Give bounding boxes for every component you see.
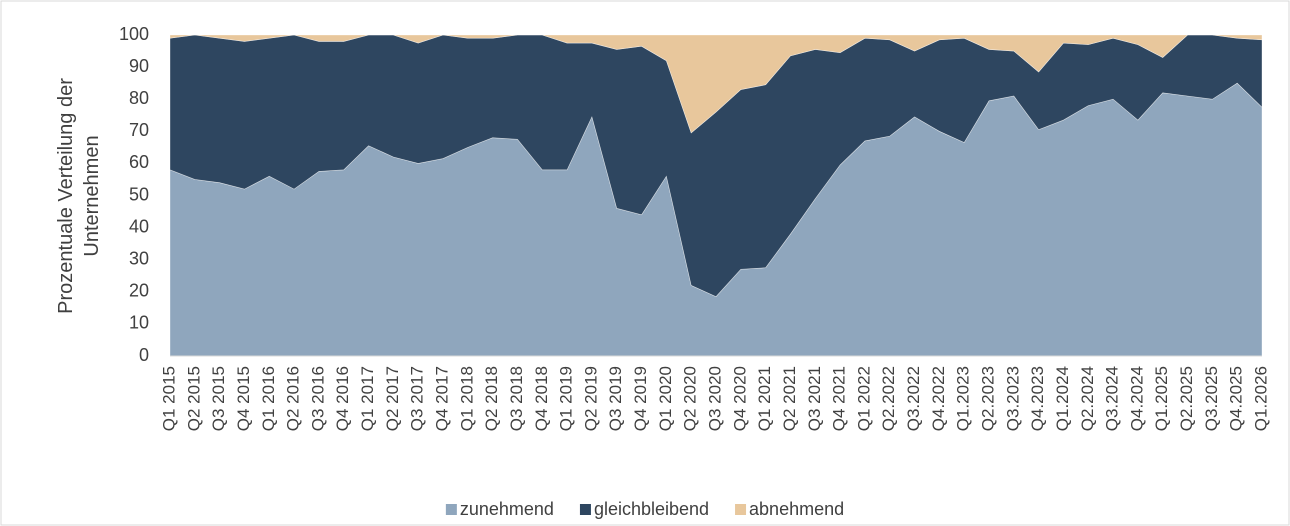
x-tick-label: Q2 2015: [184, 366, 203, 431]
x-tick-label: Q1 2022: [854, 366, 873, 431]
legend-label: gleichbleibend: [594, 499, 709, 519]
x-tick-label: Q3.2025: [1202, 366, 1221, 431]
x-tick-label: Q3.2023: [1003, 366, 1022, 431]
y-tick-label: 80: [129, 88, 149, 108]
x-tick-label: Q2 2017: [383, 366, 402, 431]
x-tick-label: Q4 2021: [830, 366, 849, 431]
x-tick-label: Q1 2021: [755, 366, 774, 431]
x-tick-label: Q3 2016: [308, 366, 327, 431]
area: [169, 34, 1263, 134]
x-tick-label: Q3.2022: [904, 366, 923, 431]
x-tick-label: Q2 2021: [780, 366, 799, 431]
x-tick-label: Q4.2025: [1227, 366, 1246, 431]
x-tick-label: Q3 2017: [408, 366, 427, 431]
x-tick-label: Q4 2018: [532, 366, 551, 431]
x-tick-label: Q3 2015: [209, 366, 228, 431]
legend-label: zunehmend: [460, 499, 554, 519]
legend-swatch: [579, 504, 591, 515]
x-tick-label: Q1.2026: [1251, 366, 1270, 431]
x-tick-label: Q3 2019: [606, 366, 625, 431]
x-tick-label: Q2.2022: [879, 366, 898, 431]
x-tick-label: Q3 2020: [705, 366, 724, 431]
x-tick-label: Q4 2020: [730, 366, 749, 431]
x-tick-label: Q1.2025: [1152, 366, 1171, 431]
x-tick-label: Q4.2024: [1127, 366, 1146, 431]
x-tick-label: Q2 2016: [284, 366, 303, 431]
y-axis-label: Prozentuale Verteilung der Unternehmen: [55, 78, 103, 314]
x-tick-label: Q2.2025: [1177, 366, 1196, 431]
legend-label: abnehmend: [749, 499, 844, 519]
legend-swatch: [735, 504, 747, 515]
y-tick-label: 90: [129, 56, 149, 76]
y-tick-label: 60: [129, 152, 149, 172]
y-tick-label: 50: [129, 184, 149, 204]
y-tick-label: 70: [129, 120, 149, 140]
x-tick-label: Q4 2017: [432, 366, 451, 431]
y-tick-label: 20: [129, 281, 149, 301]
x-tick-label: Q2.2023: [978, 366, 997, 431]
x-tick-label: Q1 2015: [159, 366, 178, 431]
x-tick-label: Q3 2021: [805, 366, 824, 431]
y-tick-label: 100: [119, 24, 149, 44]
x-tick-label: Q4 2015: [234, 366, 253, 431]
x-tick-label: Q2.2024: [1078, 366, 1097, 431]
y-tick-label: 0: [139, 345, 149, 365]
y-tick-label: 10: [129, 313, 149, 333]
x-tick-label: Q2 2020: [681, 366, 700, 431]
x-tick-label: Q1 2016: [259, 366, 278, 431]
x-tick-label: Q1.2023: [954, 366, 973, 431]
legend-swatch: [445, 504, 457, 515]
x-tick-label: Q1.2024: [1053, 366, 1072, 431]
x-tick-label: Q4 2019: [631, 366, 650, 431]
x-tick-label: Q4.2023: [1028, 366, 1047, 431]
x-tick-label: Q2 2018: [482, 366, 501, 431]
x-tick-label: Q3 2018: [507, 366, 526, 431]
x-tick-label: Q1 2019: [557, 366, 576, 431]
y-tick-label: 40: [129, 216, 149, 236]
y-axis-label-line: Prozentuale Verteilung der: [55, 78, 77, 314]
x-tick-label: Q2 2019: [581, 366, 600, 431]
y-tick-label: 30: [129, 248, 149, 268]
x-tick-label: Q3.2024: [1103, 366, 1122, 431]
x-tick-label: Q1 2017: [358, 366, 377, 431]
x-tick-label: Q1 2020: [656, 366, 675, 431]
y-axis-label-line: Unternehmen: [81, 135, 103, 256]
x-tick-label: Q1 2018: [457, 366, 476, 431]
x-tick-label: Q4 2016: [333, 366, 352, 431]
x-tick-label: Q4.2022: [929, 366, 948, 431]
